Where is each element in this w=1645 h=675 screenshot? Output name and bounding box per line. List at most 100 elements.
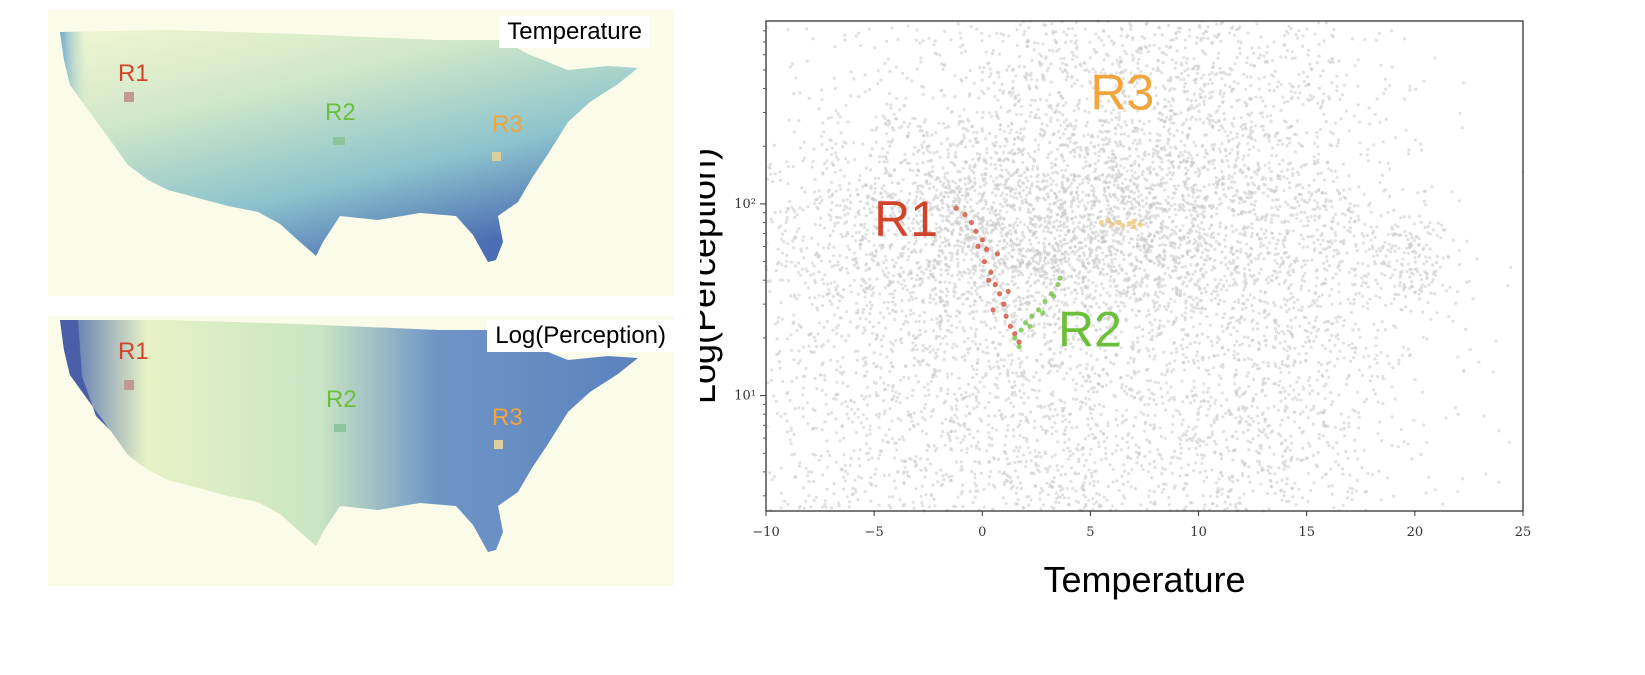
background-point — [1033, 419, 1037, 423]
background-point — [1205, 475, 1209, 480]
background-point — [1169, 396, 1173, 400]
background-point — [997, 71, 1001, 75]
background-point — [1134, 415, 1138, 419]
background-point — [1133, 274, 1137, 278]
background-point — [812, 264, 816, 268]
background-point — [1163, 271, 1167, 275]
background-point — [865, 304, 869, 308]
background-point — [971, 144, 975, 148]
background-point — [826, 412, 830, 416]
background-point — [848, 500, 852, 504]
background-point — [858, 464, 862, 468]
background-point — [1133, 171, 1137, 175]
background-point — [1136, 183, 1140, 187]
background-point — [973, 176, 977, 180]
background-point — [1191, 272, 1195, 276]
background-point — [879, 338, 883, 342]
background-point — [1220, 391, 1224, 395]
background-point — [1183, 317, 1187, 322]
background-point — [1077, 500, 1081, 504]
background-point — [1006, 177, 1011, 181]
background-point — [1089, 227, 1093, 231]
background-point — [1002, 480, 1006, 484]
background-point — [1243, 285, 1247, 289]
background-point — [1115, 423, 1120, 427]
background-point — [1048, 202, 1052, 206]
background-point — [1016, 374, 1020, 378]
background-point — [980, 173, 984, 177]
background-point — [995, 428, 999, 432]
background-point — [1341, 341, 1346, 345]
background-point — [938, 369, 942, 373]
background-point — [1011, 391, 1015, 395]
background-point — [1413, 378, 1417, 382]
map-label-r2-precip: R2 — [326, 386, 357, 413]
background-point — [1278, 204, 1282, 209]
background-point — [1033, 281, 1037, 285]
background-point — [1071, 397, 1076, 401]
background-point — [1392, 494, 1396, 498]
background-point — [1195, 204, 1199, 208]
background-point — [946, 219, 950, 223]
background-point — [1159, 157, 1163, 161]
background-point — [1212, 289, 1216, 293]
background-point — [999, 262, 1003, 267]
background-point — [829, 215, 833, 219]
background-point — [1020, 201, 1024, 205]
background-point — [1018, 423, 1022, 427]
background-point — [1068, 449, 1072, 453]
background-point — [1018, 445, 1022, 450]
background-point — [1111, 315, 1115, 319]
background-point — [813, 376, 817, 380]
background-point — [1199, 404, 1203, 409]
background-point — [1033, 449, 1037, 453]
background-point — [1306, 416, 1310, 420]
background-point — [863, 90, 867, 94]
background-point — [978, 417, 982, 421]
background-point — [1017, 183, 1021, 187]
background-point — [1186, 463, 1190, 467]
background-point — [801, 235, 805, 239]
background-point — [949, 330, 953, 334]
background-point — [1153, 380, 1157, 384]
background-point — [1201, 143, 1205, 147]
background-point — [1190, 501, 1194, 505]
background-point — [1098, 347, 1102, 351]
background-point — [1173, 449, 1177, 453]
background-point — [1257, 271, 1261, 275]
background-point — [921, 343, 925, 347]
background-point — [921, 416, 925, 420]
background-point — [909, 308, 913, 312]
background-point — [1129, 200, 1133, 204]
background-point — [1225, 446, 1229, 450]
background-point — [1169, 370, 1173, 374]
background-point — [843, 469, 847, 473]
background-point — [810, 470, 814, 474]
background-point — [1121, 494, 1125, 498]
background-point — [918, 328, 922, 332]
background-point — [919, 468, 923, 472]
background-point — [801, 345, 806, 349]
background-point — [825, 487, 829, 491]
background-point — [854, 256, 858, 261]
background-point — [1147, 152, 1151, 156]
background-point — [903, 364, 908, 368]
background-point — [1079, 405, 1083, 409]
background-point — [1383, 273, 1387, 277]
background-point — [943, 350, 947, 354]
background-point — [1050, 261, 1054, 265]
background-point — [961, 126, 965, 130]
background-point — [1050, 425, 1054, 429]
background-point — [873, 187, 877, 191]
background-point — [915, 273, 919, 277]
background-point — [967, 382, 971, 386]
background-point — [1301, 446, 1305, 450]
background-point — [1029, 71, 1033, 75]
background-point — [820, 363, 824, 367]
background-point — [834, 142, 838, 146]
background-point — [950, 323, 954, 328]
background-point — [1045, 481, 1049, 485]
background-point — [1024, 460, 1028, 464]
background-point — [825, 439, 829, 443]
background-point — [954, 404, 958, 408]
